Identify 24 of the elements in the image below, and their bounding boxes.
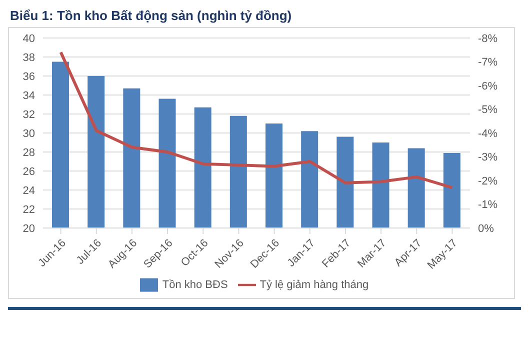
y-tick-label: 40 — [22, 32, 35, 45]
y2-tick-label: -7% — [478, 56, 498, 69]
y-tick-label: 34 — [22, 90, 35, 102]
y-tick-label: 36 — [22, 70, 35, 83]
legend-label: Tỷ lệ giảm hàng tháng — [260, 278, 369, 291]
chart-title: Biểu 1: Tồn kho Bất động sản (nghìn tỷ đồng) — [10, 8, 293, 23]
y2-tick-label: -6% — [478, 80, 498, 92]
line-series — [59, 50, 454, 190]
y-tick-label: 24 — [22, 184, 35, 197]
y-tick-label: 38 — [22, 52, 35, 64]
y2-tick-label: -2% — [478, 175, 498, 188]
y2-tick-label: -5% — [478, 104, 498, 116]
y-tick-label: 22 — [22, 204, 35, 216]
y2-tick-label: 0% — [478, 222, 494, 235]
y-tick-label: 30 — [22, 128, 35, 140]
y-tick-label: 26 — [22, 166, 35, 178]
y2-tick-label: -4% — [478, 128, 498, 140]
y-tick-label: 32 — [22, 108, 35, 121]
y2-tick-label: -3% — [478, 152, 498, 164]
y-tick-label: 20 — [22, 222, 35, 235]
y2-tick-label: -1% — [478, 199, 498, 212]
y2-tick-label: -8% — [478, 32, 498, 45]
legend-label: Tồn kho BĐS — [162, 278, 228, 291]
y-tick-label: 28 — [22, 146, 35, 159]
